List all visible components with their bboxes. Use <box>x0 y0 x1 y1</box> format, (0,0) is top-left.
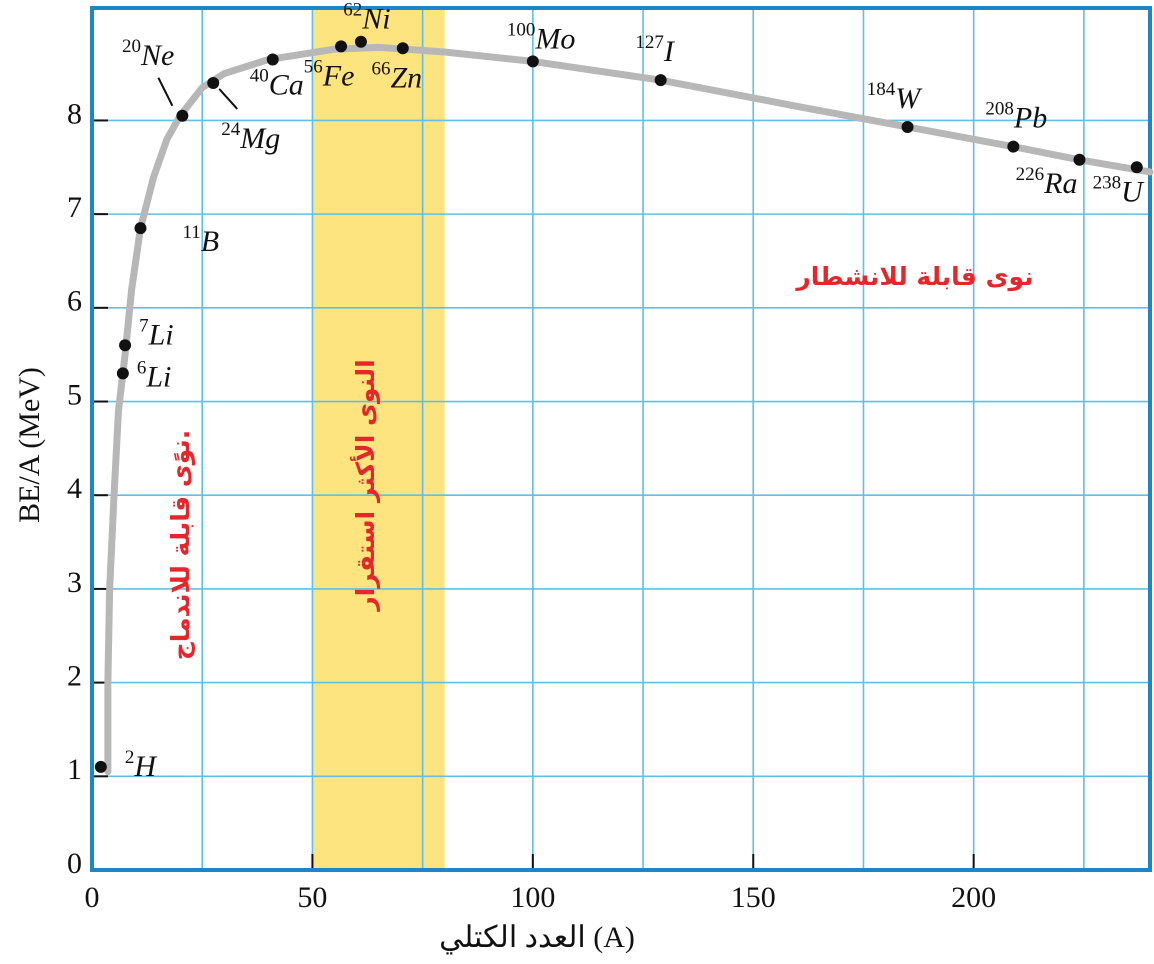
element-symbol: U <box>1121 175 1145 208</box>
nuclide-label: 6Li <box>137 358 172 394</box>
mass-number: 6 <box>137 358 147 379</box>
plot-frame <box>90 6 1152 872</box>
element-symbol: Mg <box>239 122 280 155</box>
y-axis-label: BE/A (MeV) <box>13 367 46 523</box>
data-point <box>266 53 279 66</box>
element-symbol: Pb <box>1013 102 1047 135</box>
element-symbol: I <box>663 35 676 68</box>
data-point <box>335 40 348 53</box>
data-point <box>94 760 107 773</box>
data-point <box>1007 140 1020 153</box>
mass-number: 184 <box>867 79 896 100</box>
mass-number: 226 <box>1016 164 1045 185</box>
nuclide-label: 11B <box>182 223 219 259</box>
nuclide-label: 2H <box>125 747 159 783</box>
element-symbol: Ni <box>361 3 390 36</box>
element-symbol: Ra <box>1043 167 1077 200</box>
fission-label: نوى قابلة للانشطار <box>794 262 1033 292</box>
y-tick-label: 2 <box>67 659 82 692</box>
element-symbol: Ca <box>269 68 304 101</box>
fusion-label: نوًى قابلة للاندماج. <box>166 430 196 660</box>
element-symbol: H <box>133 750 158 783</box>
data-point <box>901 120 914 133</box>
mass-number: 127 <box>635 33 664 54</box>
mass-number: 66 <box>371 59 390 80</box>
data-point <box>116 367 129 380</box>
x-tick-label: 0 <box>85 881 100 914</box>
element-symbol: Fe <box>322 59 355 92</box>
nuclide-label: 226Ra <box>1016 164 1078 200</box>
x-tick-label: 200 <box>951 881 996 914</box>
data-point <box>119 339 132 352</box>
data-point <box>354 35 367 48</box>
mass-number: 56 <box>304 57 323 78</box>
mass-number: 208 <box>985 99 1014 120</box>
nuclide-label: 24Mg <box>221 119 280 155</box>
y-tick-label: 0 <box>67 847 82 880</box>
data-point <box>526 55 539 68</box>
y-tick-label: 3 <box>67 566 82 599</box>
y-tick-label: 1 <box>67 753 82 786</box>
mass-number: 20 <box>122 36 141 57</box>
data-point <box>134 222 147 235</box>
nuclide-label: 40Ca <box>250 66 304 102</box>
element-symbol: Zn <box>390 61 422 94</box>
element-symbol: Li <box>145 360 171 393</box>
mass-number: 40 <box>250 66 269 87</box>
nuclide-label: 127I <box>635 33 676 69</box>
nuclide-label: 7Li <box>139 316 174 352</box>
data-point <box>1073 153 1086 166</box>
mass-number: 62 <box>343 0 362 21</box>
data-point <box>176 109 189 122</box>
leader-line <box>157 77 174 107</box>
mass-number: 100 <box>507 20 536 41</box>
nuclide-label: 56Fe <box>304 57 355 93</box>
x-axis-label: العدد الكتلي (A) <box>439 921 635 954</box>
data-point <box>396 42 409 55</box>
element-symbol: Li <box>148 318 174 351</box>
nuclide-label: 62Ni <box>343 0 390 36</box>
mass-number: 24 <box>221 119 241 140</box>
mass-number: 238 <box>1093 173 1122 194</box>
y-tick-label: 6 <box>67 285 82 318</box>
x-tick-label: 150 <box>731 881 776 914</box>
data-point <box>654 74 667 87</box>
nuclide-label: 208Pb <box>985 99 1047 135</box>
stable-label: النوى الأكثر استقرار <box>350 359 381 613</box>
y-tick-label: 4 <box>67 472 82 505</box>
leader-line <box>218 88 238 110</box>
data-point <box>207 76 220 89</box>
binding-curve <box>104 43 1154 776</box>
x-tick-label: 100 <box>510 881 555 914</box>
nuclide-label: 66Zn <box>371 59 422 95</box>
nuclide-label: 238U <box>1093 173 1146 209</box>
element-symbol: Mo <box>534 22 575 55</box>
mass-number: 11 <box>182 223 200 244</box>
mass-number: 2 <box>125 747 135 768</box>
nuclide-label: 20Ne <box>122 36 174 72</box>
y-tick-label: 5 <box>67 378 82 411</box>
data-point <box>1130 161 1143 174</box>
x-tick-label: 50 <box>297 881 327 914</box>
element-symbol: B <box>201 225 219 258</box>
mass-number: 7 <box>139 316 149 337</box>
y-tick-label: 8 <box>67 97 82 130</box>
element-symbol: Ne <box>140 39 174 72</box>
nuclide-label: 100Mo <box>507 20 576 56</box>
element-symbol: W <box>895 82 923 115</box>
y-tick-label: 7 <box>67 191 82 224</box>
nuclide-label: 184W <box>867 79 924 115</box>
